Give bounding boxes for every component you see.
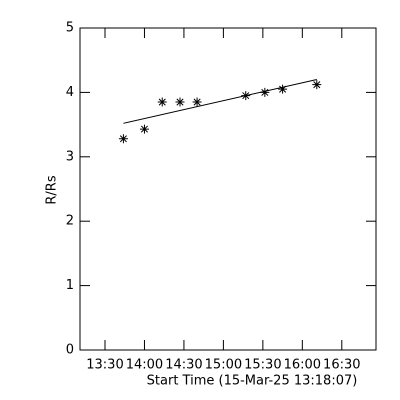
y-tick-label: 2 <box>66 214 74 229</box>
x-tick-label: 16:00 <box>284 358 321 373</box>
data-point <box>278 84 288 94</box>
x-tick-label: 16:30 <box>323 358 360 373</box>
data-point <box>175 97 185 107</box>
data-point <box>157 97 167 107</box>
x-tick-label: 14:00 <box>126 358 163 373</box>
data-point <box>118 134 128 144</box>
x-axis-label: Start Time (15-Mar-25 13:18:07) <box>147 374 358 389</box>
data-point <box>192 97 202 107</box>
y-tick-label: 5 <box>66 21 74 36</box>
plot-frame <box>79 27 377 351</box>
x-tick-label: 14:30 <box>165 358 202 373</box>
x-tick-label: 15:00 <box>205 358 242 373</box>
data-point <box>312 80 322 90</box>
data-point <box>260 87 270 97</box>
y-tick-label: 3 <box>66 149 74 164</box>
fit-line <box>123 79 317 124</box>
x-tick-label: 13:30 <box>86 358 123 373</box>
y-tick-label: 0 <box>66 343 74 358</box>
x-tick-label: 15:30 <box>244 358 281 373</box>
y-axis-label: R/Rs <box>45 175 60 204</box>
data-point <box>139 124 149 134</box>
y-tick-label: 1 <box>66 278 74 293</box>
y-tick-label: 4 <box>66 85 74 100</box>
